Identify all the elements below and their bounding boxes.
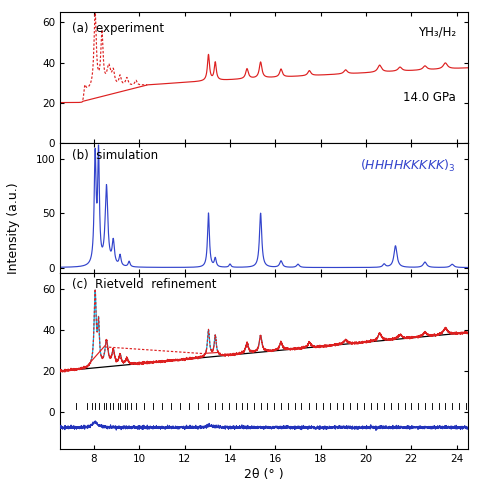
Text: (a)  experiment: (a) experiment [72,21,164,35]
Text: Intensity (a.u.): Intensity (a.u.) [7,183,20,274]
Text: $\mathit{(HHHHKKKKK)_3}$: $\mathit{(HHHHKKKKK)_3}$ [360,158,456,175]
Text: 14.0 GPa: 14.0 GPa [403,91,456,104]
X-axis label: 2θ (° ): 2θ (° ) [244,468,284,481]
Text: (b)  simulation: (b) simulation [72,149,158,162]
Text: (c)  Rietveld  refinement: (c) Rietveld refinement [72,278,217,291]
Text: YH₃/H₂: YH₃/H₂ [418,25,456,38]
